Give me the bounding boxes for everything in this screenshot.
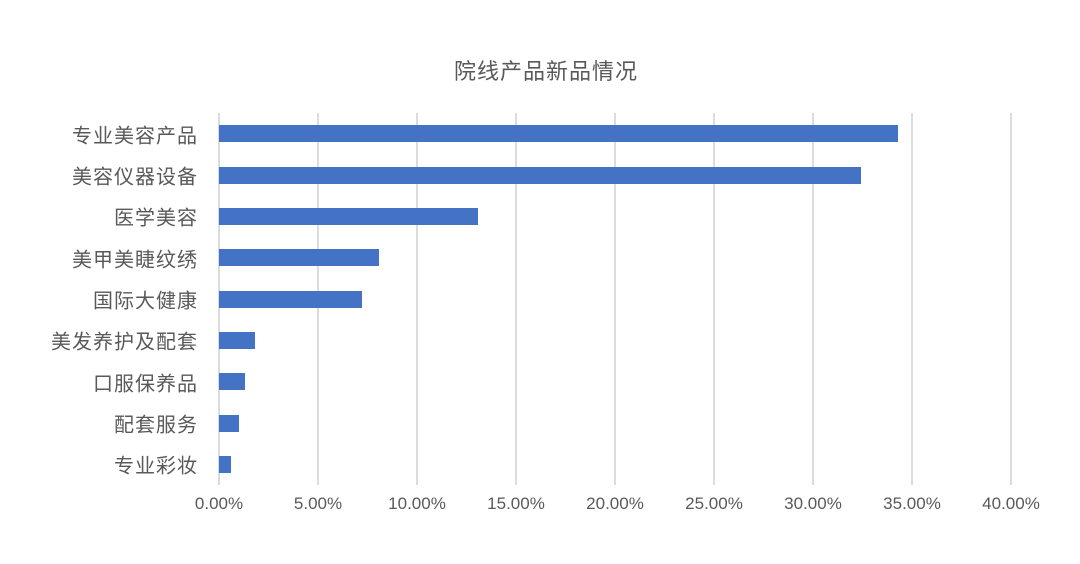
bar <box>219 373 245 391</box>
y-axis-category-label: 配套服务 <box>114 414 198 437</box>
gridline <box>812 113 814 485</box>
gridline <box>614 113 616 485</box>
y-axis-category-label: 专业彩妆 <box>114 455 198 478</box>
x-axis-tick-label: 15.00% <box>487 494 545 513</box>
x-axis-tick-label: 40.00% <box>982 494 1040 513</box>
bar <box>219 331 255 349</box>
x-axis-tick-label: 10.00% <box>388 494 446 513</box>
gridline <box>713 113 715 485</box>
chart-title: 院线产品新品情况 <box>453 59 638 84</box>
y-axis-category-label: 美发养护及配套 <box>51 331 198 354</box>
x-axis-tick-label: 20.00% <box>586 494 644 513</box>
bar <box>219 414 239 432</box>
gridline <box>1010 113 1012 485</box>
bar <box>219 249 380 267</box>
x-axis-tick-label: 35.00% <box>883 494 941 513</box>
bar <box>219 290 362 308</box>
y-axis-category-label: 专业美容产品 <box>72 125 198 148</box>
gridline <box>911 113 913 485</box>
gridline <box>515 113 517 485</box>
y-axis-category-label: 口服保养品 <box>93 373 198 396</box>
y-axis-category-label: 国际大健康 <box>93 290 198 313</box>
bar <box>219 125 899 143</box>
bar <box>219 207 479 225</box>
x-axis-tick-label: 5.00% <box>293 494 343 513</box>
y-axis-category-label: 美容仪器设备 <box>72 166 198 189</box>
plot-area <box>218 113 1012 485</box>
bar <box>219 455 231 473</box>
gridline <box>416 113 418 485</box>
x-axis-tick-label: 25.00% <box>685 494 743 513</box>
bar <box>219 166 861 184</box>
x-axis-tick-label: 30.00% <box>784 494 842 513</box>
x-axis-tick-label: 0.00% <box>194 494 244 513</box>
y-axis-category-label: 美甲美睫纹绣 <box>72 249 198 272</box>
y-axis-category-label: 医学美容 <box>114 207 198 230</box>
